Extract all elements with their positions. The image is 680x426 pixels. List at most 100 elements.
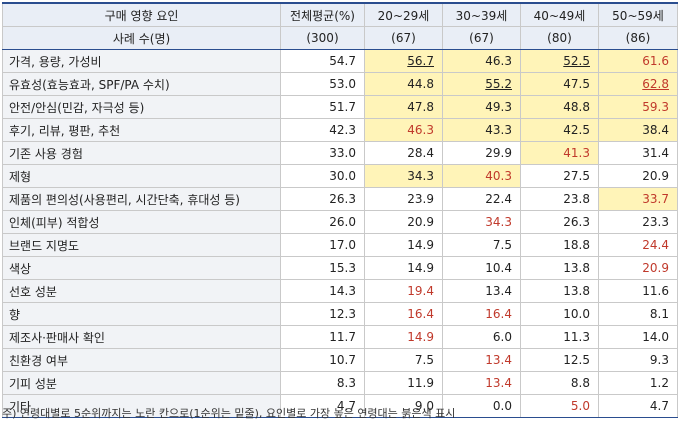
value-text: 61.6 — [642, 54, 669, 68]
table-row: 기존 사용 경험 33.0 28.4 29.9 41.3 31.4 — [2, 141, 678, 165]
factor-label: 기피 성분 — [2, 371, 281, 395]
value-cell-age-group: 13.4 — [442, 348, 521, 372]
value-text: 19.4 — [407, 284, 434, 298]
value-cell-total: 4.7 — [280, 394, 365, 418]
value-text: 11.3 — [563, 330, 590, 344]
value-cell-total: 54.7 — [280, 49, 365, 73]
value-cell-age-group: 22.4 — [442, 187, 521, 211]
value-text: 14.9 — [407, 330, 434, 344]
value-cell-total: 51.7 — [280, 95, 365, 119]
value-text: 15.3 — [329, 261, 356, 275]
value-cell-age-group: 48.8 — [520, 95, 599, 119]
table-row: 제품의 편의성(사용편리, 시간단축, 휴대성 등) 26.3 23.9 22.4 23… — [2, 187, 678, 211]
value-cell-total: 10.7 — [280, 348, 365, 372]
value-cell-age-group: 13.4 — [442, 371, 521, 395]
value-text: 13.4 — [485, 376, 512, 390]
value-cell-age-group: 14.9 — [364, 256, 443, 280]
value-cell-age-group: 10.0 — [520, 302, 599, 326]
value-text: 33.0 — [329, 146, 356, 160]
table-row: 유효성(효능효과, SPF/PA 수치) 53.0 44.8 55.2 47.5 62.8 — [2, 72, 678, 96]
value-cell-age-group: 18.8 — [520, 233, 599, 257]
value-text: 20.9 — [642, 169, 669, 183]
value-text: 14.9 — [407, 261, 434, 275]
factor-label: 가격, 용량, 가성비 — [2, 49, 281, 73]
value-cell-total: 17.0 — [280, 233, 365, 257]
value-cell-age-group: 9.3 — [598, 348, 678, 372]
value-cell-age-group: 6.0 — [442, 325, 521, 349]
value-text: 11.6 — [642, 284, 669, 298]
sample-size-total: (300) — [280, 26, 365, 50]
value-cell-total: 30.0 — [280, 164, 365, 188]
value-cell-age-group: 23.8 — [520, 187, 599, 211]
value-text: 54.7 — [329, 54, 356, 68]
value-text: 11.9 — [407, 376, 434, 390]
value-cell-total: 42.3 — [280, 118, 365, 142]
value-text: 23.3 — [642, 215, 669, 229]
value-text: 44.8 — [407, 77, 434, 91]
value-cell-age-group: 13.4 — [442, 279, 521, 303]
sample-size-30s: (67) — [442, 26, 521, 50]
value-text: 33.7 — [642, 192, 669, 206]
factor-label: 제조사·판매사 확인 — [2, 325, 281, 349]
value-cell-age-group: 49.3 — [442, 95, 521, 119]
value-text: 24.4 — [642, 238, 669, 252]
table-row: 가격, 용량, 가성비 54.7 56.7 46.3 52.5 61.6 — [2, 49, 678, 73]
table-row: 색상 15.3 14.9 10.4 13.8 20.9 — [2, 256, 678, 280]
value-cell-age-group: 43.3 — [442, 118, 521, 142]
value-text: 11.7 — [329, 330, 356, 344]
value-cell-total: 12.3 — [280, 302, 365, 326]
sample-size-40s: (80) — [520, 26, 599, 50]
factor-label: 친환경 여부 — [2, 348, 281, 372]
value-cell-age-group: 56.7 — [364, 49, 443, 73]
table-row: 제형 30.0 34.3 40.3 27.5 20.9 — [2, 164, 678, 188]
value-text: 9.3 — [649, 353, 669, 367]
table-row: 향 12.3 16.4 16.4 10.0 8.1 — [2, 302, 678, 326]
sample-size-20s: (67) — [364, 26, 443, 50]
value-text: 9.0 — [414, 399, 434, 413]
table-row: 인체(피부) 적합성 26.0 20.9 34.3 26.3 23.3 — [2, 210, 678, 234]
value-cell-age-group: 27.5 — [520, 164, 599, 188]
value-text: 52.5 — [563, 54, 590, 68]
table-row: 브랜드 지명도 17.0 14.9 7.5 18.8 24.4 — [2, 233, 678, 257]
value-cell-age-group: 14.9 — [364, 233, 443, 257]
table-row: 후기, 리뷰, 평판, 추천 42.3 46.3 43.3 42.5 38.4 — [2, 118, 678, 142]
value-text: 10.0 — [563, 307, 590, 321]
factor-label: 선호 성분 — [2, 279, 281, 303]
value-text: 17.0 — [329, 238, 356, 252]
value-text: 8.1 — [649, 307, 669, 321]
col-header-factor: 구매 영향 요인 — [2, 2, 281, 27]
value-cell-age-group: 55.2 — [442, 72, 521, 96]
value-text: 8.8 — [570, 376, 590, 390]
value-text: 31.4 — [642, 146, 669, 160]
factor-label: 색상 — [2, 256, 281, 280]
table-row: 친환경 여부 10.7 7.5 13.4 12.5 9.3 — [2, 348, 678, 372]
value-text: 43.3 — [485, 123, 512, 137]
value-cell-age-group: 5.0 — [520, 394, 599, 418]
value-text: 26.3 — [329, 192, 356, 206]
value-text: 4.7 — [336, 399, 356, 413]
value-text: 14.9 — [407, 238, 434, 252]
value-cell-total: 26.0 — [280, 210, 365, 234]
value-text: 46.3 — [407, 123, 434, 137]
factor-label: 제품의 편의성(사용편리, 시간단축, 휴대성 등) — [2, 187, 281, 211]
value-cell-age-group: 38.4 — [598, 118, 678, 142]
value-text: 8.3 — [336, 376, 356, 390]
value-text: 13.4 — [485, 284, 512, 298]
value-text: 12.3 — [329, 307, 356, 321]
value-cell-age-group: 16.4 — [442, 302, 521, 326]
table-row: 안전/안심(민감, 자극성 등) 51.7 47.8 49.3 48.8 59.3 — [2, 95, 678, 119]
value-text: 14.3 — [329, 284, 356, 298]
col-header-30s: 30~39세 — [442, 2, 521, 27]
value-text: 6.0 — [492, 330, 512, 344]
value-cell-age-group: 62.8 — [598, 72, 678, 96]
value-cell-age-group: 34.3 — [364, 164, 443, 188]
value-cell-age-group: 20.9 — [364, 210, 443, 234]
value-text: 7.5 — [492, 238, 512, 252]
sample-size-label: 사례 수(명) — [2, 26, 281, 50]
value-cell-age-group: 40.3 — [442, 164, 521, 188]
value-text: 41.3 — [563, 146, 590, 160]
value-cell-age-group: 11.3 — [520, 325, 599, 349]
value-cell-age-group: 34.3 — [442, 210, 521, 234]
value-cell-age-group: 13.8 — [520, 279, 599, 303]
